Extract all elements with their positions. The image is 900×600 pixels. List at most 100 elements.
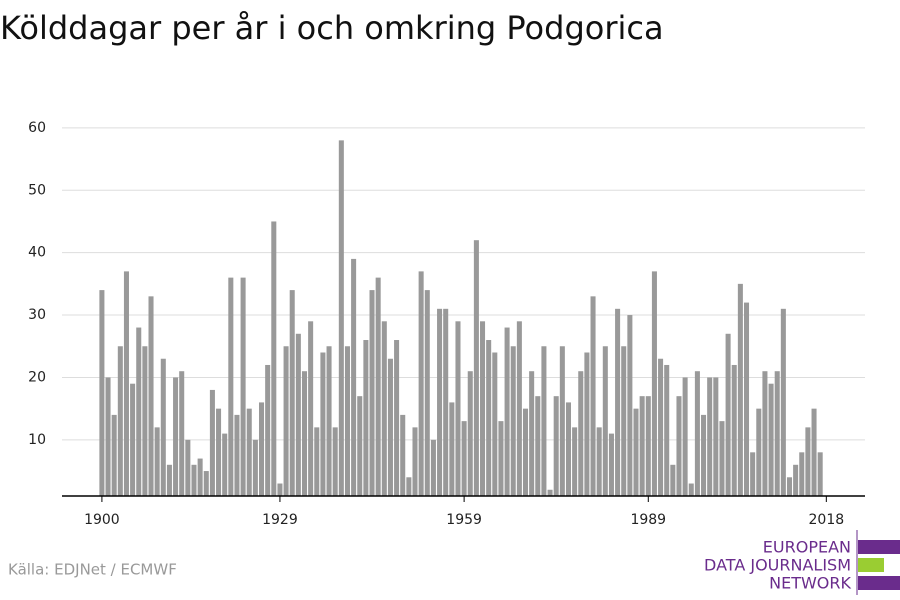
- bar: [387, 358, 393, 496]
- y-tick-label: 20: [28, 369, 46, 385]
- bar: [529, 371, 535, 496]
- bar: [510, 346, 516, 496]
- bar: [731, 364, 737, 496]
- bar: [596, 427, 602, 496]
- bar: [645, 396, 651, 496]
- bar: [455, 321, 461, 496]
- bar: [111, 414, 117, 496]
- bar: [498, 421, 504, 496]
- bar: [222, 433, 228, 496]
- bar: [572, 427, 578, 496]
- y-tick-label: 40: [28, 245, 46, 261]
- bar: [381, 321, 387, 496]
- bar: [467, 371, 473, 496]
- bar: [185, 439, 191, 496]
- bar: [406, 477, 412, 496]
- bar: [737, 283, 743, 496]
- bar: [252, 439, 258, 496]
- bar: [817, 452, 823, 496]
- source: Källa: EDJNet / ECMWF: [8, 561, 177, 579]
- logo-text: EUROPEAN: [763, 538, 851, 557]
- bar: [608, 433, 614, 496]
- bar: [756, 408, 762, 496]
- bar: [707, 377, 713, 496]
- bar: [516, 321, 522, 496]
- bar: [228, 277, 234, 496]
- bar: [725, 333, 731, 496]
- bar: [234, 414, 240, 496]
- logo-bar: [858, 540, 900, 554]
- bar: [117, 346, 123, 496]
- bar: [547, 489, 553, 496]
- x-tick-label: 1989: [630, 512, 666, 528]
- bar: [203, 471, 209, 496]
- bar: [277, 483, 283, 496]
- bar: [682, 377, 688, 496]
- bar: [308, 321, 314, 496]
- bar: [633, 408, 639, 496]
- bar: [295, 333, 301, 496]
- x-tick-label: 1900: [84, 512, 120, 528]
- y-tick-label: 60: [28, 120, 46, 136]
- bar: [664, 364, 670, 496]
- bar: [535, 396, 541, 496]
- y-tick-label: 10: [28, 432, 46, 448]
- bar: [173, 377, 179, 496]
- bar: [216, 408, 222, 496]
- bar: [363, 340, 369, 496]
- bar: [504, 327, 510, 496]
- bar: [774, 371, 780, 496]
- bar: [688, 483, 694, 496]
- bar: [480, 321, 486, 496]
- bar: [651, 271, 657, 496]
- bar: [338, 140, 344, 497]
- bar: [394, 340, 400, 496]
- bar: [522, 408, 529, 496]
- bar: [713, 377, 719, 496]
- bar: [142, 346, 148, 496]
- bar: [762, 371, 768, 496]
- bar: [259, 402, 265, 496]
- bar: [344, 346, 350, 496]
- bar: [160, 358, 166, 496]
- bar: [473, 240, 479, 496]
- bar: [694, 371, 700, 496]
- bar: [105, 377, 111, 496]
- bar: [357, 396, 363, 496]
- bar: [437, 308, 443, 496]
- x-tick-label: 2018: [809, 512, 845, 528]
- logo-text: DATA JOURNALISM: [704, 556, 851, 575]
- bar: [743, 302, 750, 496]
- y-tick-label: 30: [28, 307, 46, 323]
- bar: [351, 258, 357, 496]
- bar: [492, 352, 498, 496]
- bar: [424, 290, 430, 496]
- bar: [400, 414, 406, 496]
- bar: [191, 464, 197, 496]
- bar: [670, 464, 676, 496]
- logo-bar: [858, 558, 884, 572]
- bar: [486, 340, 492, 496]
- bar: [799, 452, 805, 496]
- bar: [676, 396, 682, 496]
- bar: [123, 271, 129, 496]
- x-tick-label: 1959: [446, 512, 482, 528]
- bar: [780, 308, 786, 496]
- bar: [209, 389, 215, 496]
- bar: [602, 346, 608, 496]
- bar: [148, 296, 154, 496]
- bar: [271, 221, 277, 496]
- bar: [627, 315, 633, 496]
- bar: [443, 308, 449, 496]
- bar: [375, 277, 381, 496]
- chart-title: Kölddagar per år i och omkring Podgorica: [0, 9, 664, 47]
- bar: [719, 421, 725, 496]
- bar: [750, 452, 756, 496]
- bar: [805, 427, 811, 496]
- bar: [154, 427, 160, 496]
- bar: [578, 371, 584, 496]
- bar: [179, 371, 185, 496]
- bar: [265, 364, 271, 496]
- y-tick-label: 50: [28, 182, 46, 198]
